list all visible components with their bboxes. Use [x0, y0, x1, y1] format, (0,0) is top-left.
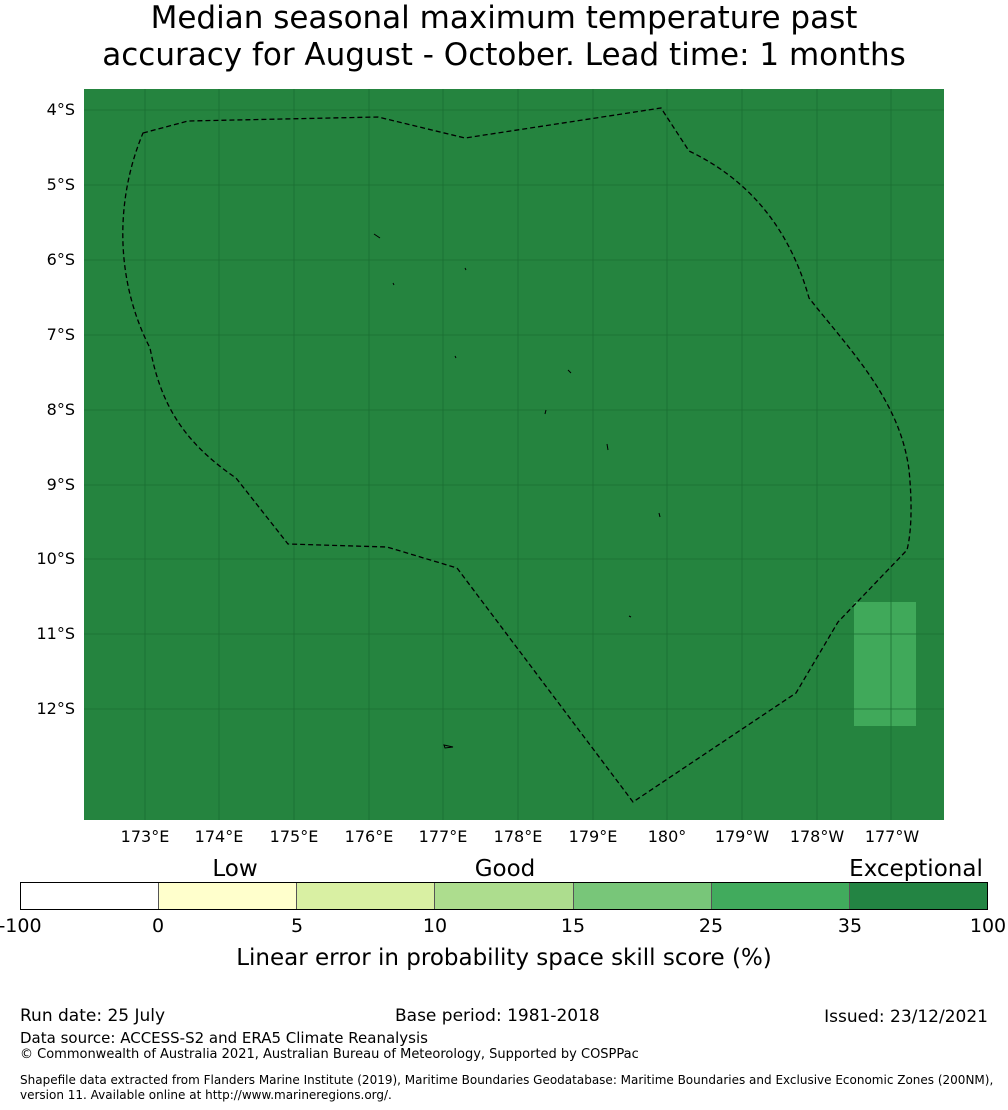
lon-label: 177°W: [864, 827, 920, 846]
lon-label: 175°E: [269, 827, 319, 846]
lat-label: 12°S: [36, 699, 75, 718]
base-period: Base period: 1981-2018: [395, 1006, 600, 1026]
eez-boundary-line: [122, 107, 912, 803]
colorbar-tick: 25: [698, 915, 724, 937]
colorbar-tick: 5: [290, 915, 304, 937]
colorbar-tick: 10: [422, 915, 448, 937]
colorbar-tick: 15: [560, 915, 586, 937]
colorbar-segment: [435, 883, 574, 909]
map-title-line2: accuracy for August - October. Lead time…: [102, 37, 906, 73]
colorbar-tick: 0: [151, 915, 165, 937]
legend-colorbar: [20, 882, 988, 910]
lat-label: 11°S: [36, 624, 75, 643]
colorbar-tick: 100: [969, 915, 1007, 937]
lon-label: 179°E: [568, 827, 618, 846]
map-panel: [84, 89, 944, 820]
legend-category-low: Low: [212, 856, 258, 882]
lat-label: 8°S: [46, 400, 75, 419]
colorbar-segment: [21, 883, 160, 909]
map-title-line1: Median seasonal maximum temperature past: [150, 0, 858, 36]
colorbar-title: Linear error in probability space skill …: [236, 945, 772, 971]
lon-label: 173°E: [120, 827, 170, 846]
colorbar-segment: [711, 883, 850, 909]
lat-label: 4°S: [46, 100, 75, 119]
lon-label: 176°E: [344, 827, 394, 846]
colorbar-tick: -100: [0, 915, 42, 937]
legend-category-exceptional: Exceptional: [849, 856, 983, 882]
issued-date: Issued: 23/12/2021: [824, 1007, 988, 1027]
lat-label: 5°S: [46, 175, 75, 194]
colorbar-segment: [849, 883, 987, 909]
colorbar-segment: [573, 883, 712, 909]
lon-label: 177°E: [418, 827, 468, 846]
islands: [373, 233, 661, 749]
lon-label: 179°W: [714, 827, 770, 846]
data-source: Data source: ACCESS-S2 and ERA5 Climate …: [20, 1029, 428, 1047]
lat-label: 7°S: [46, 325, 75, 344]
run-date: Run date: 25 July: [20, 1006, 166, 1026]
colorbar-tick: 35: [837, 915, 863, 937]
copyright-notice: © Commonwealth of Australia 2021, Austra…: [20, 1047, 639, 1062]
lon-label: 178°W: [789, 827, 845, 846]
colorbar-segment: [159, 883, 298, 909]
legend-category-good: Good: [474, 856, 536, 882]
lat-label: 9°S: [46, 475, 75, 494]
map-title: Median seasonal maximum temperature past…: [0, 0, 1008, 74]
shapefile-credit-line1: Shapefile data extracted from Flanders M…: [20, 1073, 994, 1087]
map-background: [84, 89, 944, 820]
lon-label: 178°E: [493, 827, 543, 846]
lon-label: 174°E: [194, 827, 244, 846]
lat-label: 6°S: [46, 250, 75, 269]
lat-label: 10°S: [36, 549, 75, 568]
shapefile-credit-line2: version 11. Available online at http://w…: [20, 1088, 392, 1102]
lon-label: 180°: [647, 827, 687, 846]
latitude-gridlines: [84, 109, 944, 710]
colorbar-segment: [297, 883, 436, 909]
longitude-gridlines: [144, 89, 892, 820]
skill-highlight-cell: [854, 602, 916, 726]
